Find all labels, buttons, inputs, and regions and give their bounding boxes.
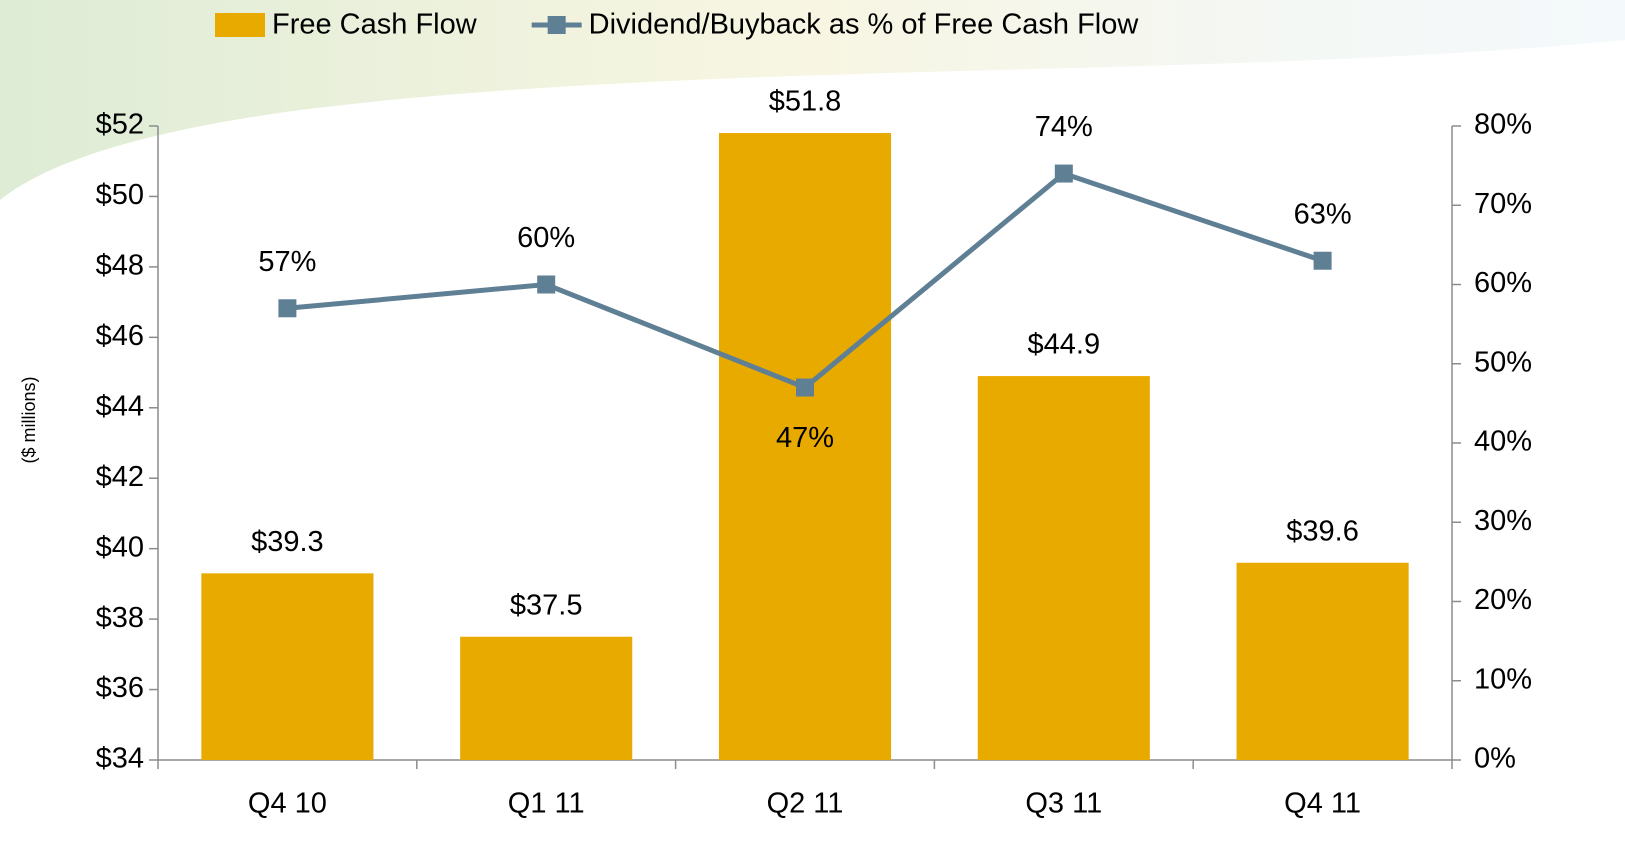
y-tick-label: $52 [96,109,144,141]
bar-value-label: $39.6 [1286,515,1359,547]
line-value-label: 57% [258,246,316,278]
y-tick-label: $34 [96,743,144,775]
y-tick-label: $48 [96,250,144,282]
line-value-label: 47% [776,422,834,454]
line-value-label: 60% [517,222,575,254]
legend-label: Free Cash Flow [272,9,478,41]
legend-swatch [547,16,566,34]
x-tick-label: Q2 11 [767,788,844,820]
bar-value-label: $44.9 [1028,329,1101,361]
y-tick-label: $38 [96,602,144,634]
y2-tick-label: 40% [1474,426,1532,458]
line-marker [796,378,814,397]
y-tick-label: $36 [96,672,144,704]
bar [718,133,892,761]
bar-value-label: $37.5 [510,589,583,621]
y-tick-label: $46 [96,320,144,352]
bar [1236,562,1409,760]
bar [201,573,374,760]
line-value-label: 63% [1294,198,1352,230]
y-tick-label: $44 [96,390,144,422]
bar [977,376,1150,760]
legend-swatch [215,13,265,37]
x-tick-label: Q4 11 [1284,788,1361,820]
y2-tick-label: 30% [1474,505,1532,537]
y-axis-label: ($ millions) [19,376,39,463]
bar-value-label: $51.8 [769,86,842,118]
y-tick-label: $40 [96,531,144,563]
line-marker [1313,251,1332,270]
x-tick-label: Q3 11 [1025,788,1102,820]
line-marker [1054,164,1073,183]
bar-value-label: $39.3 [251,526,324,558]
background-swoosh [0,0,1625,200]
y2-tick-label: 0% [1474,743,1516,775]
bar [460,636,633,760]
line-marker [278,299,297,318]
line-marker [537,275,556,294]
y2-tick-label: 10% [1474,663,1532,695]
line-value-label: 74% [1035,111,1093,143]
y2-tick-label: 20% [1474,584,1532,616]
y-tick-label: $42 [96,461,144,493]
y2-tick-label: 60% [1474,267,1532,299]
x-tick-label: Q4 10 [248,788,327,820]
y2-tick-label: 50% [1474,346,1532,378]
y-tick-label: $50 [96,179,144,211]
x-tick-label: Q1 11 [508,788,585,820]
legend-label: Dividend/Buyback as % of Free Cash Flow [589,9,1140,41]
y2-tick-label: 80% [1474,109,1532,141]
y2-tick-label: 70% [1474,188,1532,220]
